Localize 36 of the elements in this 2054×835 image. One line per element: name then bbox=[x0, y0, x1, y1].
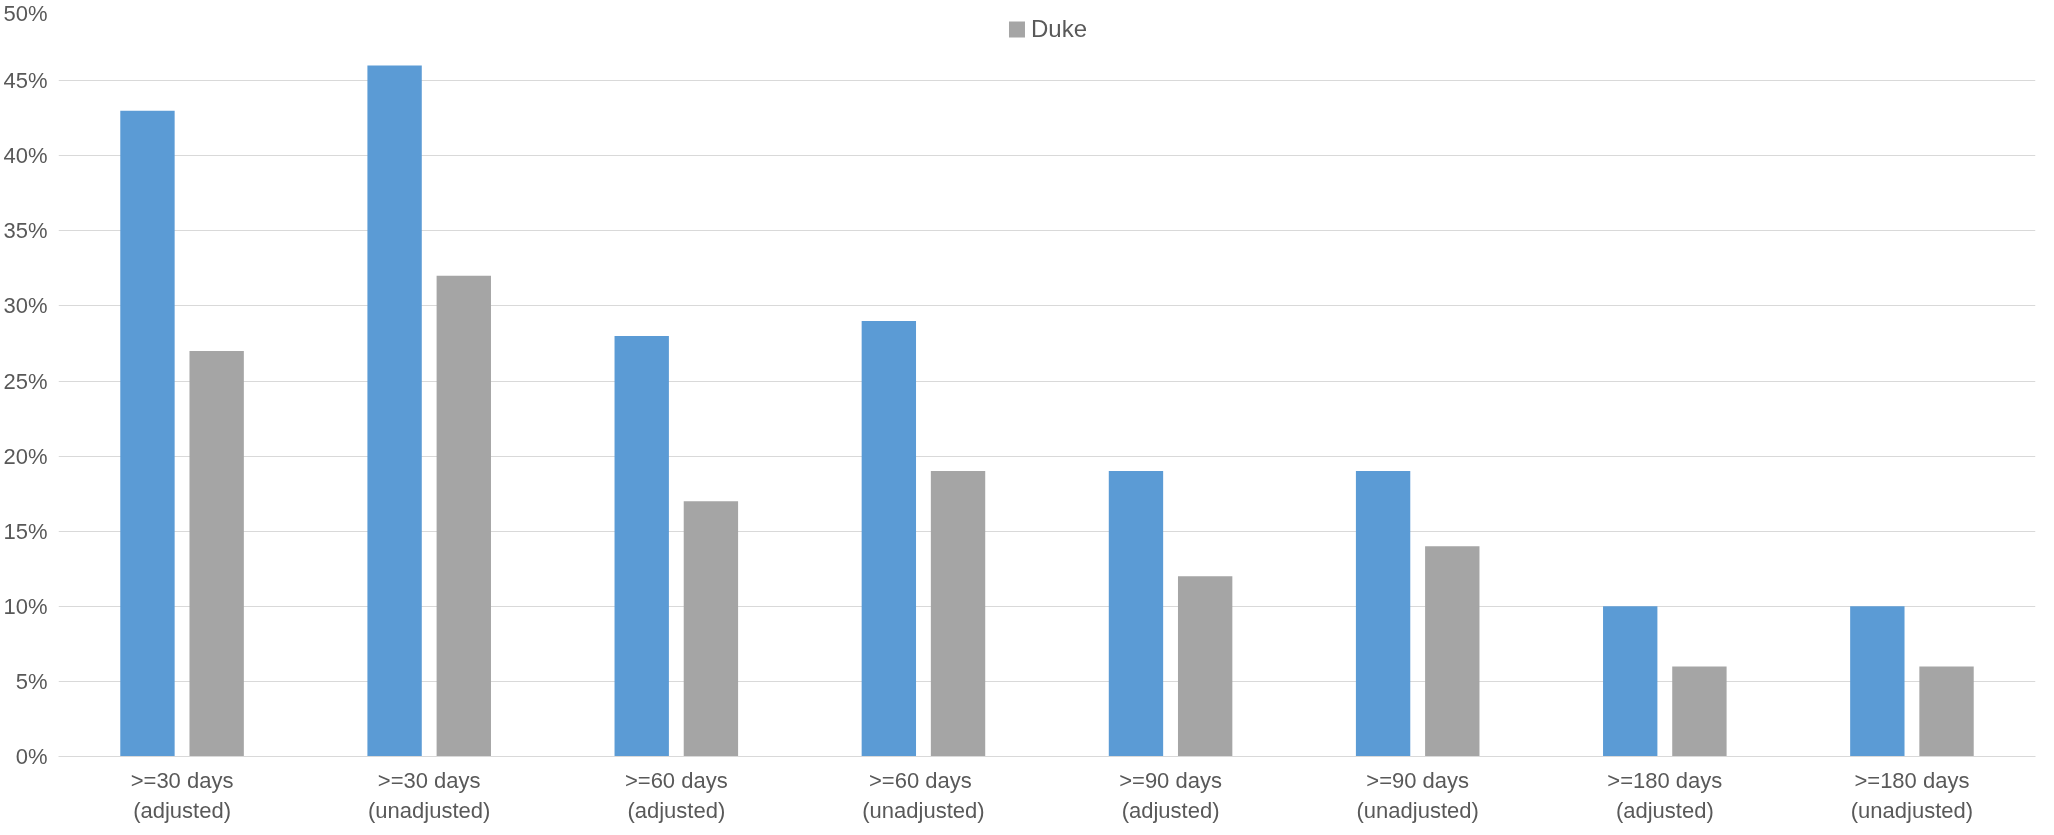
bar bbox=[683, 501, 739, 757]
x-tick-label: >=30 days (unadjusted) bbox=[368, 767, 491, 823]
bar bbox=[1108, 471, 1164, 757]
bar bbox=[1919, 666, 1974, 757]
bar bbox=[1850, 606, 1905, 757]
y-tick-label: 25% bbox=[3, 368, 48, 394]
bar bbox=[120, 110, 175, 757]
x-tick-label: >=90 days (adjusted) bbox=[1119, 767, 1222, 823]
bar bbox=[861, 320, 917, 757]
bar bbox=[1425, 546, 1480, 757]
x-tick-label: >=90 days (unadjusted) bbox=[1356, 767, 1479, 823]
bar bbox=[614, 335, 669, 757]
x-tick-label: >=180 days (unadjusted) bbox=[1850, 767, 1974, 823]
y-tick-label: 15% bbox=[3, 518, 48, 544]
y-tick-label: 35% bbox=[3, 218, 48, 244]
bar bbox=[1672, 666, 1727, 757]
x-tick-label: >=60 days (adjusted) bbox=[624, 767, 728, 823]
y-tick-label: 50% bbox=[3, 0, 48, 26]
y-tick-label: 5% bbox=[15, 668, 48, 694]
legend-label: Duke bbox=[1030, 15, 1088, 43]
x-tick-label: >=180 days (adjusted) bbox=[1607, 767, 1723, 823]
y-tick-label: 20% bbox=[3, 443, 48, 469]
bar bbox=[1177, 576, 1233, 757]
y-tick-label: 0% bbox=[15, 744, 48, 769]
x-tick-label: >=60 days (unadjusted) bbox=[862, 767, 985, 823]
bar bbox=[930, 471, 986, 757]
y-tick-label: 30% bbox=[3, 293, 48, 319]
bar bbox=[189, 350, 244, 757]
y-tick-label: 40% bbox=[3, 143, 48, 169]
bar bbox=[436, 275, 491, 757]
bar bbox=[1603, 606, 1658, 757]
bar bbox=[367, 65, 422, 757]
y-tick-label: 45% bbox=[3, 68, 48, 94]
bar bbox=[1355, 471, 1411, 757]
x-tick-label: >=30 days (adjusted) bbox=[130, 767, 234, 823]
y-tick-label: 10% bbox=[3, 593, 48, 619]
